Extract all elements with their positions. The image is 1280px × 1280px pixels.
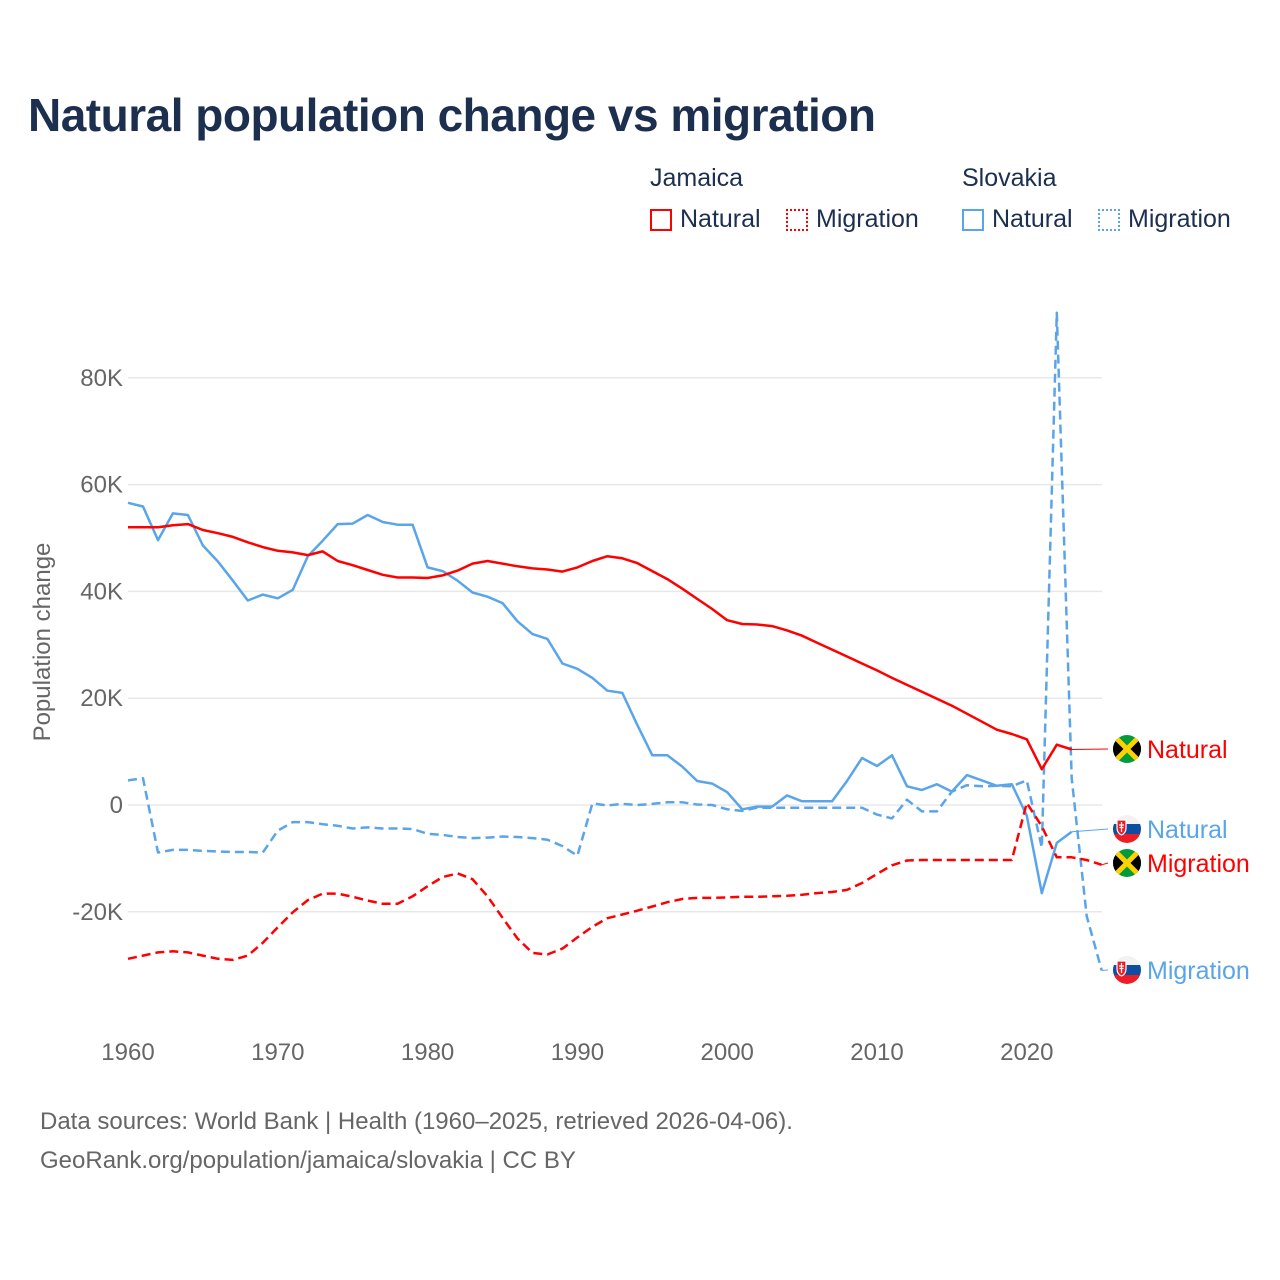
y-tick-label: -20K <box>72 899 123 926</box>
legend-group-jamaica: Jamaica <box>650 164 744 192</box>
dotted-swatch-icon <box>786 208 808 231</box>
solid-swatch-icon <box>962 208 984 231</box>
label-connector <box>1101 862 1109 866</box>
y-tick-label: 40K <box>80 578 123 605</box>
legend-label: Migration <box>1128 205 1231 233</box>
chart-title: Natural population change vs migration <box>28 89 876 141</box>
series-line-jamaica-natural <box>128 522 1073 771</box>
footer-link[interactable]: GeoRank.org/population/jamaica/slovakia … <box>40 1147 576 1174</box>
x-tick-label: 1960 <box>101 1039 154 1066</box>
legend-item-slovakia-natural[interactable]: Natural <box>962 205 1073 234</box>
x-tick-label: 2000 <box>701 1039 754 1066</box>
end-label: Migration <box>1147 850 1250 878</box>
dotted-swatch-icon <box>1098 208 1120 231</box>
series-line-slovakia-natural <box>127 501 1073 895</box>
jamaica-flag-icon <box>1111 733 1143 765</box>
y-tick-label: 0 <box>110 792 123 819</box>
series-lines <box>127 311 1103 971</box>
x-axis: 1960 1970 1980 1990 2000 2010 2020 <box>101 1039 1053 1066</box>
legend-item-slovakia-migration[interactable]: Migration <box>1098 205 1231 234</box>
slovakia-flag-icon <box>1111 813 1143 845</box>
jamaica-flag-icon <box>1111 847 1143 879</box>
gridlines <box>128 377 1102 913</box>
end-label: Natural <box>1147 816 1228 844</box>
y-tick-label: 80K <box>80 365 123 392</box>
y-tick-label: 60K <box>80 472 123 499</box>
series-line-jamaica-migration <box>127 801 1103 962</box>
legend-label: Migration <box>816 205 919 233</box>
x-tick-label: 2010 <box>850 1039 903 1066</box>
y-tick-label: 20K <box>80 685 123 712</box>
series-line-slovakia-migration <box>127 311 1103 971</box>
x-tick-label: 1980 <box>401 1039 454 1066</box>
footer-source: Data sources: World Bank | Health (1960–… <box>40 1108 793 1135</box>
y-axis-label: Population change <box>29 543 56 742</box>
end-labels: Natural Migration Natural Migration <box>1071 733 1250 986</box>
legend-item-jamaica-migration[interactable]: Migration <box>786 205 919 234</box>
x-tick-label: 1990 <box>551 1039 604 1066</box>
legend-item-jamaica-natural[interactable]: Natural <box>650 205 761 234</box>
label-connector <box>1071 828 1109 833</box>
slovakia-flag-icon <box>1111 954 1143 986</box>
solid-swatch-icon <box>650 208 672 231</box>
legend-label: Natural <box>680 205 761 233</box>
end-label: Natural <box>1147 736 1228 764</box>
legend-label: Natural <box>992 205 1073 233</box>
label-connector <box>1101 969 1109 972</box>
x-tick-label: 1970 <box>251 1039 304 1066</box>
legend-group-slovakia: Slovakia <box>962 164 1057 192</box>
y-axis: 80K 60K 40K 20K 0 -20K <box>72 365 123 926</box>
x-tick-label: 2020 <box>1000 1039 1053 1066</box>
end-label: Migration <box>1147 957 1250 985</box>
